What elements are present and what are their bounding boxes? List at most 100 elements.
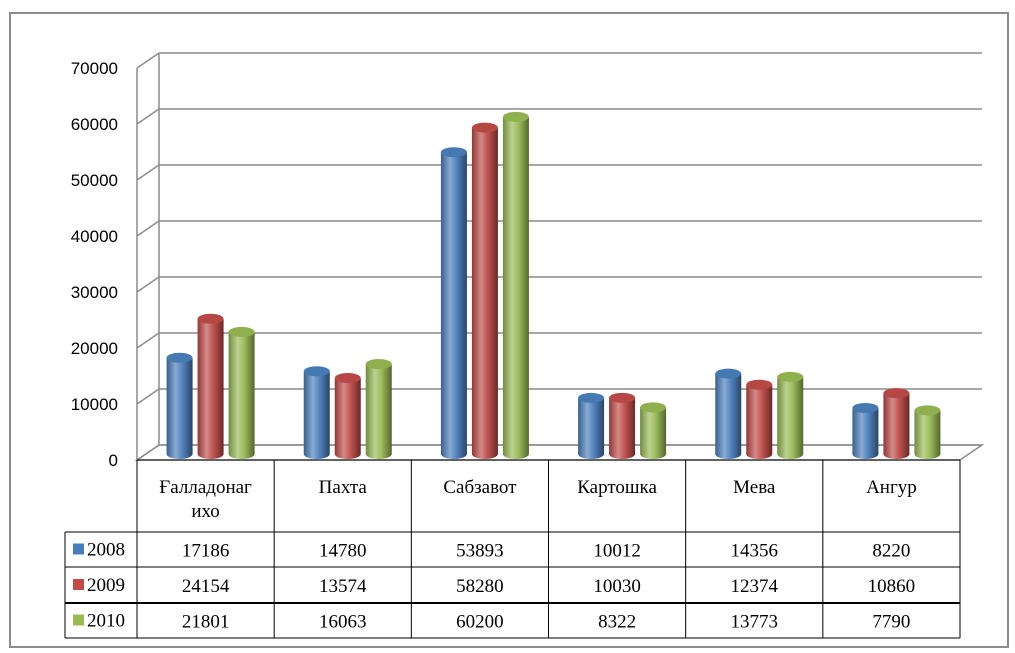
table-cell: 16063 (319, 612, 367, 633)
bar-top (440, 147, 467, 158)
table-cell: 21801 (182, 612, 230, 633)
y-tick-label: 10000 (71, 395, 118, 414)
bar-body (715, 373, 742, 459)
gridline-side (136, 108, 160, 125)
table-cell: 13773 (731, 612, 779, 633)
table-cell: 14356 (731, 541, 779, 562)
category-label: Сабзавот (443, 477, 517, 498)
table-cell: 14780 (319, 541, 367, 562)
bar-2010-3 (640, 402, 667, 459)
bar-top (471, 122, 498, 133)
bar-2009-4 (746, 379, 773, 459)
gridline-side (136, 332, 160, 349)
bar-body (197, 318, 224, 459)
bar-2009-0 (197, 313, 224, 459)
bar-top (334, 372, 361, 383)
bar-body (334, 377, 361, 459)
table-cell: 12374 (731, 576, 779, 597)
bar-top (914, 405, 941, 416)
table-cell: 10030 (593, 576, 641, 597)
gridline-side (136, 388, 160, 405)
bars (166, 111, 941, 459)
legend-label: 2009 (87, 575, 125, 596)
grid (134, 52, 985, 461)
y-tick-label: 0 (109, 451, 118, 470)
bar-2010-2 (502, 111, 529, 459)
table-cell: 10860 (868, 576, 916, 597)
category-label: Картошка (577, 477, 657, 498)
bar-2008-5 (852, 402, 879, 459)
bar-2009-5 (883, 388, 910, 459)
table-cell: 24154 (182, 576, 230, 597)
table-cell: 10012 (593, 541, 641, 562)
bar-body (777, 376, 804, 459)
bar-2008-2 (440, 147, 467, 459)
table-cell: 7790 (872, 612, 910, 633)
bar-2009-1 (334, 372, 361, 459)
y-tick-label: 60000 (71, 115, 118, 134)
bar-body (440, 152, 467, 459)
bar-top (303, 366, 330, 377)
y-tick-label: 70000 (71, 59, 118, 78)
bar-body (365, 364, 392, 459)
gridline-side (136, 164, 160, 181)
bar-body (502, 116, 529, 459)
bar-top (578, 392, 605, 403)
data-table: Ғалладонаг ихо Пахта Сабзавот Картошка Мева Ан… (64, 459, 961, 639)
bar-body (609, 397, 636, 459)
bar-body (471, 127, 498, 459)
bar-body (228, 331, 255, 459)
bar-body (746, 384, 773, 459)
table-cell: 8322 (598, 612, 636, 633)
legend-key-2008 (73, 543, 84, 555)
category-label: Пахта (319, 477, 368, 498)
bar-body (852, 407, 879, 459)
category-label: Ғалладонаг ихо (159, 477, 252, 522)
bar-body (883, 393, 910, 459)
bar-top (715, 368, 742, 379)
bar-2008-1 (303, 366, 330, 459)
gridline-side (136, 52, 160, 69)
bar-2010-5 (914, 405, 941, 459)
legend-key-2009 (73, 579, 84, 590)
bar-body (303, 371, 330, 459)
gridline-side (136, 276, 160, 293)
bar-top (502, 111, 529, 122)
y-axis: 0 10000 20000 30000 40000 50000 60000 70000 (71, 59, 118, 470)
category-label: Мева (733, 477, 776, 498)
table-cell: 13574 (319, 576, 367, 597)
bar-top (777, 371, 804, 382)
table-cell: 60200 (456, 612, 504, 633)
table-cell: 17186 (182, 541, 230, 562)
bar-2009-3 (609, 392, 636, 459)
bar-2010-1 (365, 359, 392, 459)
legend-key-2010 (73, 614, 84, 626)
bar-body (914, 410, 941, 459)
bar-top (640, 402, 667, 413)
chart-frame (9, 12, 1009, 648)
bar-2008-4 (715, 368, 742, 459)
table-cell: 53893 (456, 541, 504, 562)
bar-body (640, 407, 667, 459)
bar-top (197, 313, 224, 324)
legend-label: 2008 (87, 540, 125, 561)
bar-2008-0 (166, 352, 193, 459)
y-tick-label: 30000 (71, 283, 118, 302)
bar-top (609, 392, 636, 403)
bar-2010-4 (777, 371, 804, 459)
category-label: Ангур (866, 477, 917, 498)
bar-2009-2 (471, 122, 498, 459)
bar-top (365, 359, 392, 370)
legend-label: 2010 (87, 611, 125, 632)
y-tick-label: 50000 (71, 171, 118, 190)
bar-top (228, 326, 255, 337)
bar-body (578, 397, 605, 459)
bar-top (852, 402, 879, 413)
bar-body (166, 357, 193, 459)
gridline-side (136, 220, 160, 237)
bar-2010-0 (228, 326, 255, 459)
y-tick-label: 20000 (71, 339, 118, 358)
bar-2008-3 (578, 392, 605, 459)
bar-top (883, 388, 910, 399)
